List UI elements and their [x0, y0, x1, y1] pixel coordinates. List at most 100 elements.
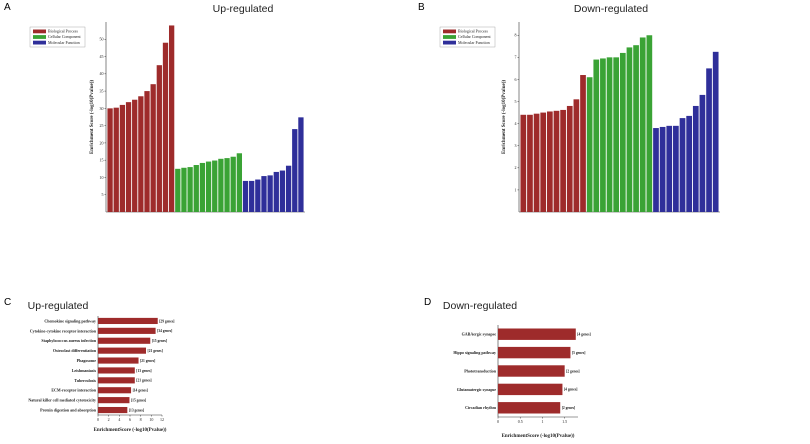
bar-A-1-5: [205, 161, 212, 212]
legend-label-A-2: Molecular Function: [48, 40, 80, 45]
bar-B-0-8: [573, 99, 580, 212]
bar-D-4: [498, 402, 561, 414]
legend-swatch-B-2: [443, 40, 456, 45]
x-tick-label-C: 10: [149, 417, 153, 422]
bar-D-3: [498, 383, 563, 396]
bar-B-0-7: [566, 105, 573, 212]
bar-B-1-5: [619, 52, 626, 212]
bar-A-1-2: [187, 167, 193, 212]
bar-B-1-4: [613, 57, 620, 212]
bar-B-2-7: [699, 94, 706, 212]
x-tick-label-C: 4: [118, 417, 120, 422]
bar-B-1-9: [646, 35, 653, 212]
bar-A-0-2: [119, 104, 126, 212]
bar-A-1-9: [230, 156, 236, 212]
bar-B-2-5: [686, 115, 693, 212]
y-tick-label-A: 10: [100, 175, 104, 180]
bar-A-2-7: [285, 165, 292, 212]
bar-A-1-6: [212, 160, 218, 212]
y-tick-label-A: 45: [100, 54, 104, 59]
data-label-C-7: [14 genes]: [133, 389, 148, 393]
data-label-D-3: [4 genes]: [564, 388, 577, 392]
bar-B-2-9: [712, 51, 719, 213]
category-label-C-0: Chemokine signaling pathway: [44, 318, 96, 323]
bar-B-1-3: [606, 57, 613, 212]
bar-B-0-1: [527, 114, 533, 212]
bar-B-1-6: [626, 47, 633, 212]
bar-B-1-2: [600, 58, 606, 212]
panel-letter-A: A: [4, 2, 11, 13]
bar-C-7: [98, 387, 132, 394]
y-tick-label-B: 6: [515, 77, 517, 82]
x-tick-label-C: 8: [140, 417, 142, 422]
data-label-D-4: [2 genes]: [562, 406, 575, 410]
data-label-C-9: [13 genes]: [129, 408, 144, 412]
panel-letter-B: B: [418, 2, 425, 13]
x-tick-label-D: 0: [497, 419, 499, 424]
y-tick-label-A: 25: [100, 123, 104, 128]
category-label-D-4: Circadian rhythm: [465, 405, 497, 410]
bar-D-0: [498, 328, 576, 340]
bar-B-0-4: [546, 111, 553, 212]
category-label-C-5: Leishmaniasis: [72, 368, 97, 373]
data-label-C-6: [21 genes]: [136, 379, 151, 383]
bar-C-1: [98, 327, 156, 334]
y-tick-label-B: 7: [515, 55, 517, 60]
data-label-C-1: [34 genes]: [157, 329, 172, 333]
bar-A-0-7: [150, 84, 156, 212]
bar-A-1-0: [175, 168, 181, 212]
legend-swatch-A-1: [33, 35, 46, 39]
panel-title-A: Up-regulated: [213, 3, 274, 15]
y-tick-label-B: 2: [515, 165, 517, 170]
category-label-C-9: Protein digestion and absorption: [40, 407, 97, 412]
x-tick-label-C: 6: [129, 417, 131, 422]
bar-B-0-0: [520, 114, 527, 212]
panel-letter-D: D: [424, 297, 431, 308]
legend-label-A-1: Cellular Component: [48, 34, 81, 39]
legend-swatch-B-0: [443, 29, 456, 34]
bar-B-2-1: [659, 126, 666, 212]
panel-title-D: Down-regulated: [443, 300, 517, 312]
bar-C-2: [98, 337, 151, 344]
bar-A-2-9: [298, 117, 304, 212]
category-label-C-2: Staphylococcus aureus infection: [41, 338, 96, 343]
legend-label-B-1: Cellular Component: [458, 34, 491, 39]
bar-A-2-2: [255, 179, 261, 212]
bar-A-0-9: [162, 42, 169, 213]
category-label-C-1: Cytokine-cytokine receptor interaction: [30, 328, 97, 333]
bar-A-2-5: [273, 171, 279, 212]
bar-A-2-6: [279, 170, 286, 212]
panel-title-B: Down-regulated: [574, 3, 648, 15]
bar-B-1-0: [586, 77, 593, 212]
bar-B-0-5: [553, 110, 560, 212]
bar-B-1-1: [593, 59, 600, 213]
legend-label-B-2: Molecular Function: [458, 40, 490, 45]
category-label-D-0: GABAergic synapse: [462, 332, 497, 337]
bar-B-0-9: [580, 75, 586, 212]
bar-A-1-8: [224, 158, 230, 212]
bar-B-2-2: [666, 125, 673, 212]
bar-B-2-4: [679, 118, 686, 212]
bar-C-3: [98, 347, 146, 354]
data-label-C-5: [13 genes]: [136, 369, 151, 373]
y-tick-label-A: 30: [100, 106, 104, 111]
legend-swatch-A-0: [33, 29, 46, 34]
y-axis-label-B: Enrichment Score (-log10(Pvalue)): [502, 80, 507, 154]
y-tick-label-B: 4: [515, 121, 517, 126]
panel-letter-C: C: [4, 297, 11, 308]
x-tick-label-C: 2: [108, 417, 110, 422]
bar-A-0-5: [138, 96, 144, 212]
data-label-C-4: [21 genes]: [140, 359, 155, 363]
y-tick-label-B: 8: [515, 33, 517, 38]
bar-B-2-3: [673, 125, 679, 212]
bar-B-2-0: [653, 128, 659, 212]
bar-A-0-10: [168, 25, 175, 213]
data-label-C-0: [29 genes]: [159, 319, 174, 323]
bar-A-1-1: [181, 167, 187, 212]
bar-A-2-8: [292, 129, 298, 212]
bar-C-4: [98, 357, 139, 364]
bar-C-0: [98, 317, 158, 325]
bar-A-1-4: [199, 162, 206, 212]
data-label-D-1: [5 genes]: [572, 351, 585, 355]
